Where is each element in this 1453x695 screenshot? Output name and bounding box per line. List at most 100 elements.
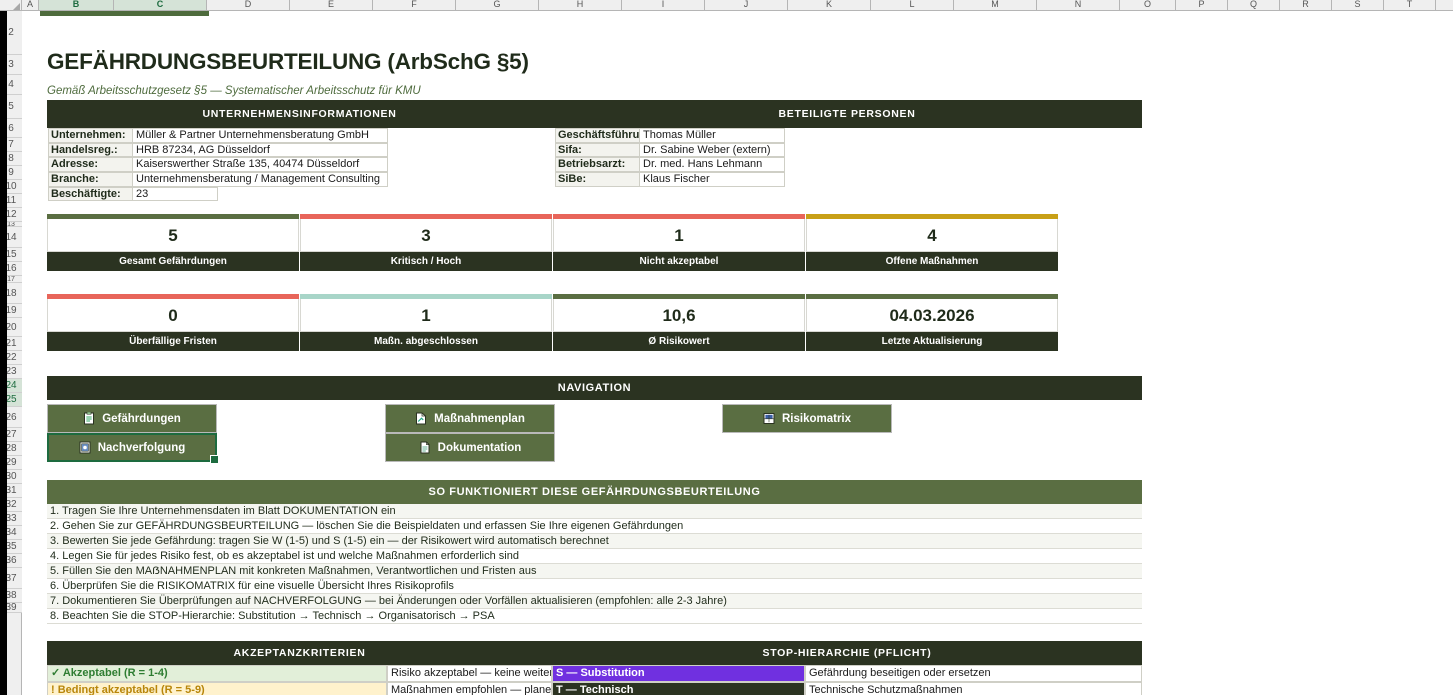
info-value[interactable]: Dr. Sabine Weber (extern) [640,142,785,158]
column-header-H[interactable]: H [539,0,622,10]
column-header-K[interactable]: K [788,0,871,10]
info-row: Unternehmen: Müller & Partner Unternehmen… [48,128,552,143]
nav-button-label: Risikomatrix [781,412,852,425]
kpi-card: 1 Maßn. abgeschlossen [300,294,552,351]
kpi-card: 10,6 Ø Risikowert [553,294,805,351]
info-value[interactable]: Müller & Partner Unternehmensberatung Gm… [133,128,388,143]
column-header-N[interactable]: N [1037,0,1120,10]
howto-step-list: 1. Tragen Sie Ihre Unternehmensdaten im … [47,504,1142,624]
nav-button-risikomatrix[interactable]: Risikomatrix [722,404,892,433]
navigation-header: NAVIGATION [47,376,1142,400]
kpi-row-primary: 5 Gesamt Gefährdungen 3 Kritisch / Hoch 1 Nic… [47,214,1059,271]
howto-step: 4. Legen Sie für jedes Risiko fest, ob e… [47,549,1142,564]
column-header-I[interactable]: I [622,0,705,10]
howto-step: 6. Überprüfen Sie die RISIKOMATRIX für e… [47,579,1142,594]
info-value[interactable]: Unternehmensberatung / Management Consul… [133,172,388,187]
info-section-headers: UNTERNEHMENSINFORMATIONEN BETEILIGTE PER… [47,100,1142,128]
row-header-39[interactable]: 39 [0,603,22,613]
info-header-persons: BETEILIGTE PERSONEN [552,100,1142,128]
kpi-accent-bar [553,294,805,299]
info-row: Sifa: Dr. Sabine Weber (extern) [555,142,1142,158]
column-header-M[interactable]: M [954,0,1037,10]
howto-section: SO FUNKTIONIERT DIESE GEFÄHRDUNGSBEURTEI… [47,480,1142,624]
kpi-accent-bar [300,294,552,299]
column-header-C[interactable]: C [114,0,207,10]
row-header-17[interactable]: 17 [0,276,22,283]
info-row: Beschäftigte: 23 [48,186,552,202]
info-label: Unternehmen: [48,128,133,143]
info-label: Handelsreg.: [48,142,133,158]
howto-step: 2. Gehen Sie zur GEFÄHRDUNGSBEURTEILUNG … [47,519,1142,534]
column-header-D[interactable]: D [207,0,290,10]
kpi-card: 3 Kritisch / Hoch [300,214,552,271]
column-header-O[interactable]: O [1120,0,1176,10]
criteria-header-stop: STOP-HIERARCHIE (PFLICHT) [552,641,1142,665]
kpi-label: Kritisch / Hoch [300,252,552,271]
column-header-S[interactable]: S [1332,0,1384,10]
column-header-R[interactable]: R [1280,0,1332,10]
row-header-13[interactable]: 13 [0,222,22,227]
kpi-value: 10,6 [553,299,805,332]
column-header-A[interactable]: A [22,0,39,10]
info-value[interactable]: Thomas Müller [640,128,785,143]
info-label: Adresse: [48,157,133,173]
column-header-E[interactable]: E [290,0,373,10]
kpi-card: 1 Nicht akzeptabel [553,214,805,271]
info-label: Branche: [48,172,133,187]
page-subtitle: Gemäß Arbeitsschutzgesetz §5 — Systemati… [47,85,421,97]
nav-button-label: Maßnahmenplan [434,412,525,425]
nav-button-gef-hrdungen[interactable]: Gefährdungen [47,404,217,433]
acceptance-description: Maßnahmen empfohlen — planen [387,682,552,695]
info-value[interactable]: HRB 87234, AG Düsseldorf [133,142,388,158]
tracking-icon [79,441,91,454]
kpi-accent-bar [47,294,299,299]
sheet-grid-area[interactable]: GEFÄHRDUNGSBEURTEILUNG (ArbSchG §5) Gemä… [23,16,1453,695]
info-label: Geschäftsführung: [555,128,640,143]
info-value[interactable]: Kaiserswerther Straße 135, 40474 Düsseld… [133,157,388,173]
column-header-L[interactable]: L [871,0,954,10]
kpi-value: 5 [47,219,299,252]
nav-button-nachverfolgung[interactable]: Nachverfolgung [47,433,219,464]
stop-description: Gefährdung beseitigen oder ersetzen [805,665,1142,682]
info-label: Betriebsarzt: [555,157,640,173]
column-header-P[interactable]: P [1176,0,1228,10]
info-row: Branche: Unternehmensberatung / Managemen… [48,172,552,187]
criteria-headers: AKZEPTANZKRITERIEN STOP-HIERARCHIE (PFLI… [47,641,1142,665]
clipboard-icon [83,411,95,425]
matrix-icon [763,412,775,425]
info-value[interactable]: Klaus Fischer [640,172,785,187]
nav-button-dokumentation[interactable]: Dokumentation [385,433,555,462]
kpi-value: 0 [47,299,299,332]
nav-button-ma-nahmenplan[interactable]: Maßnahmenplan [385,404,555,433]
info-row: Handelsreg.: HRB 87234, AG Düsseldorf [48,142,552,158]
column-header-J[interactable]: J [705,0,788,10]
kpi-card: 4 Offene Maßnahmen [806,214,1058,271]
acceptance-description: Risiko akzeptabel — keine weiteren [387,665,552,682]
info-value[interactable]: 23 [133,186,218,202]
window-edge-strip [0,11,7,695]
kpi-accent-bar [806,294,1058,299]
info-value[interactable]: Dr. med. Hans Lehmann [640,157,785,173]
kpi-card: 0 Überfällige Fristen [47,294,299,351]
navigation-buttons: Gefährdungen Nachverfolgung Maßnahmenplan D… [47,400,1142,464]
kpi-label: Ø Risikowert [553,332,805,351]
stop-level: T — Technisch [552,682,805,695]
column-header-F[interactable]: F [373,0,456,10]
howto-step: 1. Tragen Sie Ihre Unternehmensdaten im … [47,504,1142,519]
kpi-card: 04.03.2026 Letzte Aktualisierung [806,294,1058,351]
info-section-body: Unternehmen: Müller & Partner Unternehmen… [47,128,1142,202]
column-header-Q[interactable]: Q [1228,0,1280,10]
column-header-T[interactable]: T [1384,0,1436,10]
info-label: Beschäftigte: [48,186,133,202]
document-icon [419,441,431,454]
criteria-row: ✓ Akzeptabel (R = 1-4) Risiko akzeptabel … [47,665,1142,682]
nav-button-label: Gefährdungen [102,412,181,425]
selected-column-indicator [40,11,209,16]
select-all-corner[interactable] [0,0,22,10]
column-header-B[interactable]: B [39,0,114,10]
kpi-value: 1 [553,219,805,252]
column-header-G[interactable]: G [456,0,539,10]
